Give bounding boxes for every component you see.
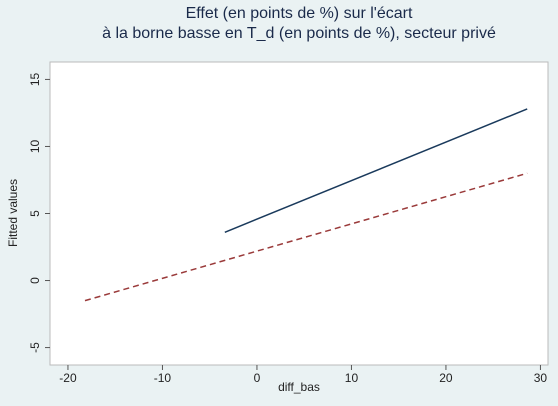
series-line [84, 172, 528, 302]
x-tick-label: 10 [345, 371, 359, 385]
y-tick-label: -5 [28, 342, 42, 353]
x-tick-label: 30 [534, 371, 548, 385]
y-axis-label: Fitted values [6, 179, 20, 247]
series-line [224, 108, 528, 233]
x-tick-label: 0 [254, 371, 261, 385]
x-tick-label: 20 [439, 371, 453, 385]
plot-area [49, 61, 549, 366]
y-tick-label: 15 [28, 72, 42, 86]
y-tick-label: 0 [28, 277, 42, 284]
chart-title: à la borne basse en T_d (en points de %)… [102, 25, 496, 42]
y-tick-label: 10 [28, 139, 42, 153]
x-tick-label: -20 [59, 371, 77, 385]
x-axis-label: diff_bas [278, 380, 320, 394]
x-tick-label: -10 [154, 371, 172, 385]
y-tick-label: 5 [28, 210, 42, 217]
chart-title: Effet (en points de %) sur l'écart [186, 5, 413, 22]
